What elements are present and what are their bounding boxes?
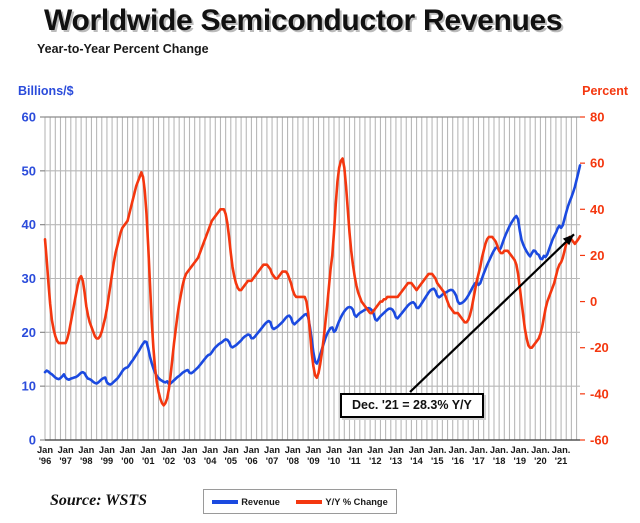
svg-text:'17: '17 <box>472 456 485 466</box>
page-subtitle: Year-to-Year Percent Change <box>37 42 209 56</box>
svg-text:-40: -40 <box>590 386 609 401</box>
svg-text:Jan: Jan <box>388 445 404 455</box>
svg-text:Jan.: Jan. <box>469 445 488 455</box>
svg-text:0: 0 <box>29 433 36 448</box>
source-label: Source: WSTS <box>50 492 148 509</box>
svg-text:Jan: Jan <box>181 445 197 455</box>
axis-lines <box>45 116 580 441</box>
svg-text:'18: '18 <box>493 456 506 466</box>
svg-text:'21: '21 <box>555 456 568 466</box>
svg-text:30: 30 <box>22 271 36 286</box>
left-axis-unit-label: Billions/$ <box>18 84 74 98</box>
legend-label-yoy-change: Y/Y % Change <box>325 496 388 507</box>
svg-text:20: 20 <box>22 325 36 340</box>
svg-text:'97: '97 <box>59 456 72 466</box>
svg-text:'16: '16 <box>452 456 465 466</box>
svg-text:'02: '02 <box>163 456 176 466</box>
svg-text:40: 40 <box>22 217 36 232</box>
horizontal-gridlines <box>45 116 580 441</box>
svg-text:-60: -60 <box>590 433 609 448</box>
svg-text:Jan: Jan <box>99 445 115 455</box>
svg-text:Jan: Jan <box>78 445 94 455</box>
right-axis-ticks: -60 -40 -20 0 20 40 60 80 <box>580 110 609 448</box>
x-axis-ticks: Jan'96Jan'97Jan'98Jan'99Jan'00Jan'01Jan'… <box>37 445 570 466</box>
svg-text:'20: '20 <box>534 456 547 466</box>
svg-text:Jan: Jan <box>140 445 156 455</box>
svg-text:Jan: Jan <box>202 445 218 455</box>
svg-text:'14: '14 <box>410 456 423 466</box>
svg-text:'09: '09 <box>307 456 320 466</box>
svg-text:Jan: Jan <box>58 445 74 455</box>
svg-text:'03: '03 <box>183 456 196 466</box>
svg-text:Jan: Jan <box>223 445 239 455</box>
data-series <box>43 157 582 407</box>
svg-text:'00: '00 <box>121 456 134 466</box>
svg-text:50: 50 <box>22 163 36 178</box>
svg-text:0: 0 <box>590 294 597 309</box>
svg-text:Jan.: Jan. <box>428 445 447 455</box>
svg-text:Jan.: Jan. <box>490 445 509 455</box>
svg-text:-20: -20 <box>590 340 609 355</box>
svg-text:Jan.: Jan. <box>552 445 571 455</box>
svg-text:'98: '98 <box>80 456 93 466</box>
svg-text:Jan: Jan <box>285 445 301 455</box>
svg-text:'19: '19 <box>514 456 527 466</box>
svg-text:80: 80 <box>590 110 604 125</box>
svg-text:40: 40 <box>590 202 604 217</box>
left-axis-ticks: 0 10 20 30 40 50 60 <box>22 110 45 448</box>
svg-text:'08: '08 <box>286 456 299 466</box>
legend-label-revenue: Revenue <box>241 496 280 507</box>
svg-text:Jan: Jan <box>409 445 425 455</box>
svg-text:Jan.: Jan. <box>510 445 529 455</box>
svg-text:'15: '15 <box>431 456 444 466</box>
svg-text:'13: '13 <box>390 456 403 466</box>
svg-text:Jan: Jan <box>347 445 363 455</box>
svg-text:'07: '07 <box>266 456 279 466</box>
svg-text:Jan.: Jan. <box>531 445 550 455</box>
right-axis-unit-label: Percent <box>582 84 628 98</box>
svg-text:Jan: Jan <box>120 445 136 455</box>
annotation-arrow <box>409 233 575 393</box>
svg-text:'12: '12 <box>369 456 382 466</box>
chart-legend: Revenue Y/Y % Change <box>203 489 397 514</box>
legend-swatch-yoy-change <box>296 499 323 504</box>
legend-item-yoy-change: Y/Y % Change <box>296 496 388 507</box>
legend-item-revenue: Revenue <box>212 497 280 507</box>
svg-text:'96: '96 <box>39 456 52 466</box>
svg-text:Jan: Jan <box>326 445 342 455</box>
svg-text:Jan: Jan <box>264 445 280 455</box>
svg-text:Jan.: Jan. <box>449 445 468 455</box>
svg-text:Jan: Jan <box>367 445 383 455</box>
svg-text:'10: '10 <box>328 456 341 466</box>
svg-text:'99: '99 <box>101 456 114 466</box>
svg-text:Jan: Jan <box>161 445 177 455</box>
svg-text:Jan: Jan <box>243 445 259 455</box>
page-title: Worldwide Semiconductor Revenues <box>44 4 563 37</box>
svg-text:20: 20 <box>590 248 604 263</box>
svg-text:'01: '01 <box>142 456 155 466</box>
svg-text:'11: '11 <box>349 456 361 466</box>
svg-text:'04: '04 <box>204 456 217 466</box>
svg-text:60: 60 <box>22 110 36 125</box>
annotation-callout: Dec. '21 = 28.3% Y/Y <box>340 393 484 418</box>
svg-text:Jan: Jan <box>37 445 53 455</box>
legend-swatch-revenue <box>212 499 239 504</box>
svg-text:'05: '05 <box>225 456 238 466</box>
svg-text:Jan: Jan <box>305 445 321 455</box>
svg-text:10: 10 <box>22 379 36 394</box>
svg-text:'06: '06 <box>245 456 258 466</box>
svg-text:60: 60 <box>590 156 604 171</box>
